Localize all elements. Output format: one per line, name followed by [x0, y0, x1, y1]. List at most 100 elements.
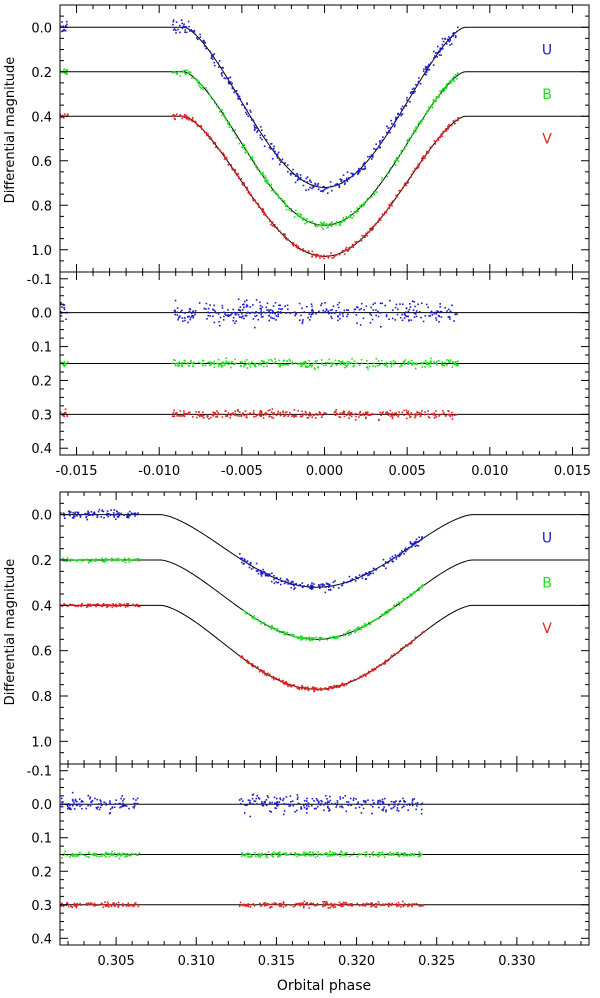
data-point-V — [63, 603, 65, 605]
data-point-U — [63, 306, 65, 309]
data-point-U — [327, 806, 329, 809]
data-point-V — [290, 684, 293, 687]
data-point-V — [448, 123, 450, 126]
data-point-B — [417, 855, 420, 858]
data-point-V — [247, 192, 250, 194]
data-point-V — [99, 604, 101, 607]
data-point-V — [127, 902, 130, 904]
data-point-V — [312, 253, 315, 255]
data-point-U — [274, 150, 276, 153]
data-point-V — [315, 688, 318, 691]
data-point-B — [456, 72, 459, 74]
data-point-B — [418, 586, 420, 589]
data-point-B — [308, 636, 311, 639]
data-point-V — [311, 686, 314, 689]
data-point-U — [188, 25, 190, 28]
data-point-V — [370, 904, 373, 906]
data-point-U — [77, 513, 80, 515]
data-point-V — [365, 416, 367, 419]
data-point-B — [408, 595, 411, 597]
data-point-U — [99, 806, 102, 809]
data-point-U — [115, 518, 117, 521]
data-point-B — [346, 632, 348, 635]
data-point-U — [423, 68, 425, 71]
data-point-B — [257, 619, 260, 621]
data-point-V — [412, 413, 415, 416]
data-point-B — [375, 853, 378, 856]
data-point-V — [259, 414, 261, 417]
data-point-B — [132, 853, 135, 855]
data-point-U — [399, 552, 402, 555]
data-point-V — [61, 114, 64, 117]
data-point-B — [85, 855, 87, 857]
data-point-V — [348, 248, 350, 251]
data-point-V — [314, 904, 316, 907]
data-point-B — [234, 363, 237, 365]
data-point-U — [240, 797, 243, 800]
data-point-U — [212, 58, 214, 61]
data-point-V — [76, 902, 78, 905]
data-point-U — [116, 515, 119, 518]
data-point-B — [358, 852, 360, 855]
data-point-B — [372, 620, 375, 622]
data-point-U — [379, 140, 381, 142]
data-point-B — [278, 363, 280, 366]
data-point-B — [333, 854, 336, 856]
data-point-V — [434, 143, 437, 145]
data-point-B — [341, 361, 343, 363]
data-point-U — [268, 146, 271, 149]
data-point-B — [312, 854, 315, 857]
data-point-B — [100, 853, 103, 855]
data-point-B — [432, 102, 434, 104]
data-point-U — [449, 38, 451, 40]
data-point-B — [249, 363, 252, 365]
data-point-V — [269, 675, 271, 677]
data-point-B — [65, 69, 68, 71]
data-point-B — [136, 854, 139, 856]
data-point-B — [302, 361, 305, 364]
data-point-U — [310, 303, 313, 305]
data-point-V — [451, 414, 454, 417]
data-point-V — [428, 416, 431, 419]
data-point-B — [249, 365, 252, 368]
data-point-U — [246, 102, 248, 104]
data-point-U — [340, 805, 343, 807]
data-point-B — [345, 216, 348, 218]
data-point-B — [243, 148, 246, 151]
data-point-U — [417, 545, 420, 547]
data-point-U — [60, 311, 62, 313]
data-point-B — [70, 854, 72, 857]
data-point-B — [311, 220, 314, 223]
x-tick-label: 0.015 — [554, 464, 591, 479]
data-point-U — [257, 796, 260, 799]
data-point-U — [425, 68, 427, 71]
data-point-U — [261, 804, 264, 807]
data-point-V — [389, 415, 392, 418]
data-point-U — [65, 318, 67, 321]
data-point-V — [272, 417, 275, 419]
data-point-B — [427, 106, 430, 109]
data-point-V — [209, 135, 211, 138]
data-point-B — [67, 559, 70, 562]
data-point-U — [308, 319, 311, 321]
data-point-B — [260, 622, 262, 625]
data-point-V — [203, 414, 205, 417]
data-point-U — [372, 799, 374, 802]
data-point-V — [109, 604, 112, 607]
data-point-V — [218, 413, 220, 415]
data-point-B — [412, 361, 415, 364]
data-point-U — [62, 25, 65, 27]
data-point-B — [242, 146, 245, 148]
data-point-B — [302, 637, 304, 639]
data-point-U — [413, 542, 415, 545]
data-point-B — [267, 182, 270, 185]
data-point-B — [260, 173, 262, 175]
data-point-V — [241, 183, 244, 185]
data-point-B — [377, 852, 380, 854]
data-point-V — [410, 642, 412, 645]
data-point-U — [183, 26, 186, 28]
data-point-B — [220, 366, 223, 368]
data-point-V — [201, 415, 204, 418]
data-point-V — [255, 202, 258, 204]
